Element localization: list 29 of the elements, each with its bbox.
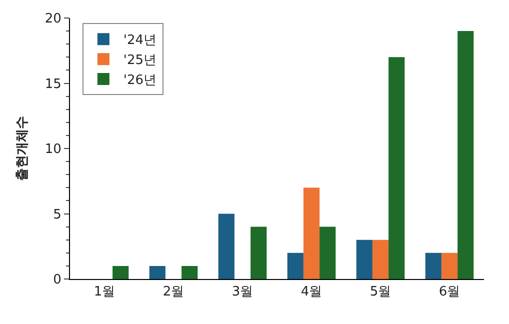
x-tick-label: 1월 xyxy=(94,284,116,300)
y-tick-label: 5 xyxy=(53,207,62,222)
x-tick-label: 2월 xyxy=(162,284,184,300)
legend-label: '24년 xyxy=(123,33,157,48)
bar xyxy=(182,266,198,279)
y-tick-label: 10 xyxy=(44,142,62,158)
x-tick-label: 6월 xyxy=(438,284,460,300)
bar xyxy=(250,226,267,279)
bar xyxy=(303,188,320,279)
bar xyxy=(441,252,458,279)
bar xyxy=(425,252,442,279)
x-tick-label: 4월 xyxy=(300,284,322,300)
bar xyxy=(149,266,166,279)
bar xyxy=(112,266,129,279)
bar xyxy=(218,214,234,279)
y-axis-title: 출현개체수 xyxy=(14,116,30,181)
y-tick-label: 15 xyxy=(44,76,62,92)
bar xyxy=(458,31,474,279)
legend-label: '25년 xyxy=(123,53,157,68)
bar xyxy=(388,57,405,279)
bar xyxy=(320,226,336,279)
x-tick-label: 3월 xyxy=(232,284,254,300)
y-tick-label: 0 xyxy=(53,272,62,288)
legend-label: '26년 xyxy=(123,73,157,88)
bar xyxy=(356,240,372,279)
bar xyxy=(287,252,304,279)
y-tick-label: 20 xyxy=(44,12,62,27)
bar xyxy=(372,240,389,279)
x-tick-label: 5월 xyxy=(370,284,392,300)
